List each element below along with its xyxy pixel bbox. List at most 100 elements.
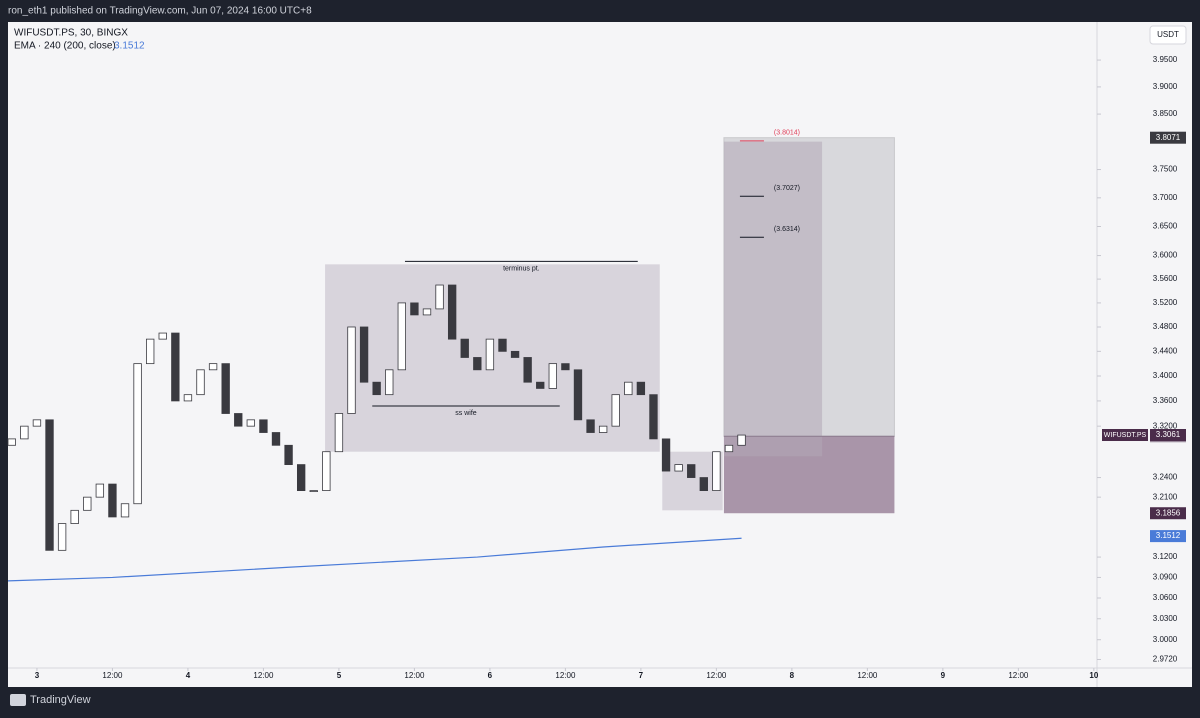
candle [259,419,268,433]
y-tick-label: 3.9000 [1153,82,1178,91]
y-tick-label: 2.9720 [1153,655,1178,664]
candle [636,381,646,396]
y-tick-label: 3.4000 [1153,371,1178,380]
candle [460,338,469,358]
y-tick-label: 3.2100 [1153,492,1178,501]
x-tick-label: 12:00 [253,671,274,680]
currency: USDT [1157,30,1179,39]
target-label: (3.6314) [774,226,800,233]
candle [347,326,356,414]
candle [146,338,155,365]
x-tick-label: 12:00 [102,671,123,680]
annotation-label: ss wife [455,410,477,417]
currency-button[interactable] [1149,25,1187,45]
y-tick-label: 3.4800 [1153,322,1178,331]
candle [70,509,79,524]
x-tick-label: 12:00 [1008,671,1029,680]
candle [674,464,683,472]
candle [447,284,457,340]
candle [234,413,243,427]
candle [158,332,167,340]
y-tick-label: 3.9500 [1153,55,1178,64]
candle [737,434,746,446]
candle [649,394,658,440]
candle [510,350,520,358]
price-badge-label: 3.8071 [1156,133,1181,142]
price-badge [1150,530,1186,543]
candle [548,363,557,389]
candle [523,357,532,383]
candle [359,326,369,383]
x-tick-label: 3 [35,671,40,680]
last-price-name: WIFUSDT.PS [1104,432,1147,439]
candle [687,464,696,478]
candle [397,302,407,371]
x-tick-label: 12:00 [404,671,425,680]
y-tick-label: 3.5600 [1153,274,1178,283]
y-tick-label: 3.6000 [1153,251,1178,260]
candle [561,363,570,371]
candle [95,483,105,498]
candle [334,413,344,453]
candle [422,308,432,316]
last-price-name-bg [1102,429,1148,442]
candle [171,332,180,402]
inner-zone [723,141,823,457]
y-tick-label: 3.0300 [1153,614,1178,623]
y-tick-label: 3.0900 [1153,573,1178,582]
candle [611,394,620,427]
candle [699,477,708,492]
price-badge [1150,507,1186,520]
candle [246,419,256,427]
candle [598,425,608,433]
x-tick-label: 10 [1089,671,1098,680]
y-tick-label: 3.1200 [1153,552,1178,561]
y-tick-label: 3.8500 [1153,109,1178,118]
x-tick-label: 9 [941,671,946,680]
x-tick-label: 12:00 [706,671,727,680]
price-badge-label: 3.1856 [1156,508,1181,517]
y-tick-label: 3.7500 [1153,165,1178,174]
ema-line [7,537,742,582]
y-tick-label: 3.0600 [1153,593,1178,602]
symbol: WIFUSDT.PS, 30, BINGX [14,28,128,39]
candle [410,302,419,316]
x-tick-label: 8 [790,671,795,680]
candle [120,503,130,518]
price-badge [1150,131,1186,144]
y-tick-label: 3.4400 [1153,346,1178,355]
candle [661,438,671,472]
candle [624,381,633,396]
candle [7,438,16,446]
brand-logo [10,694,26,706]
candle [108,483,117,518]
candle [45,419,54,551]
candle [196,369,205,396]
y-tick-label: 3.3200 [1153,421,1178,430]
price-badge [1150,429,1186,442]
candle [385,369,394,396]
candle [296,464,306,492]
candle [133,363,142,505]
indicator-value: 3.1512 [114,41,145,52]
target-label: (3.7027) [774,185,800,192]
indicator-name: EMA · 240 (200, close) [14,41,116,52]
candle [322,451,331,492]
candle [536,381,545,389]
candle [473,357,482,371]
x-tick-label: 4 [186,671,191,680]
annotation-label: terminus pt. [503,265,540,272]
candle [271,432,281,446]
candle [435,284,444,310]
candle [32,419,42,427]
publish-line: ron_eth1 published on TradingView.com, J… [8,6,312,17]
target-label: (3.8014) [774,130,800,137]
candle [712,451,721,492]
candle [208,363,218,371]
candle [183,394,193,402]
y-tick-label: 3.5200 [1153,298,1178,307]
candle [221,363,230,414]
candle [586,419,595,433]
